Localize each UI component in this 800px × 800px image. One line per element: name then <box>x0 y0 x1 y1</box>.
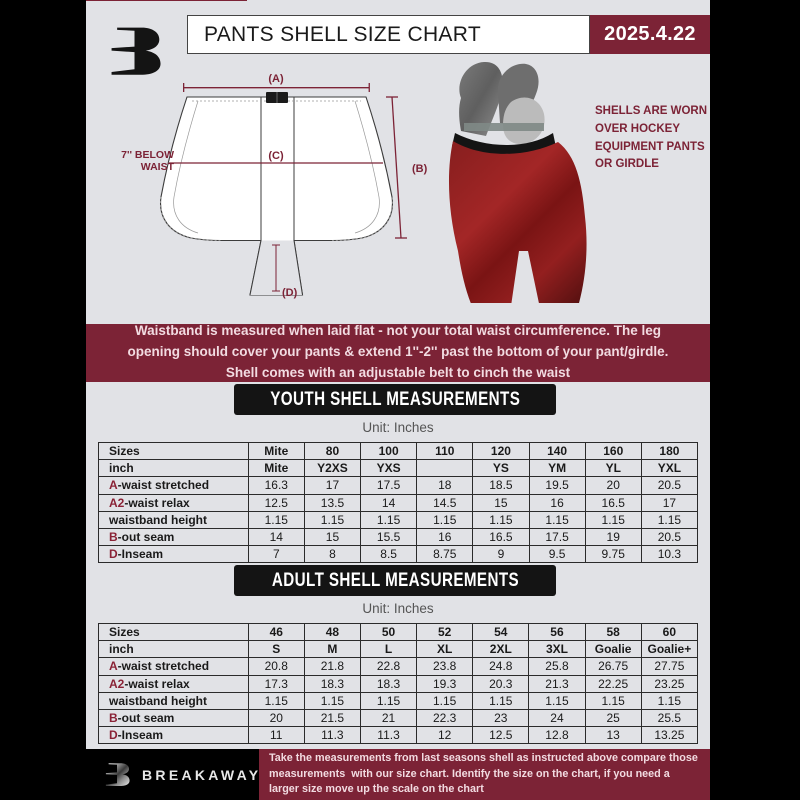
svg-text:(A): (A) <box>268 73 284 85</box>
svg-text:7'' BELOW: 7'' BELOW <box>121 149 174 161</box>
svg-text:(D): (D) <box>282 287 298 299</box>
svg-text:(B): (B) <box>412 163 428 175</box>
svg-text:(C): (C) <box>268 150 284 162</box>
